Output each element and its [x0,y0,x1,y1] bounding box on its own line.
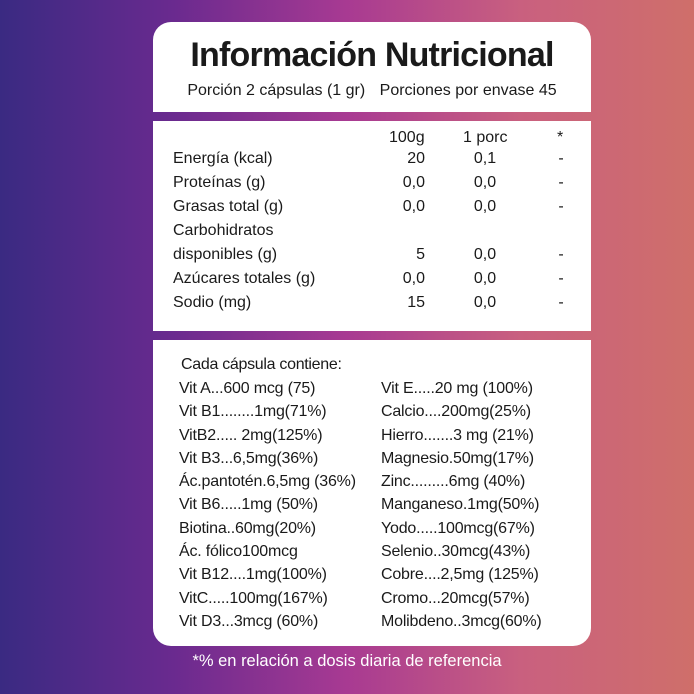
nutrient-name: Sodio (mg) [173,294,252,311]
list-item: Yodo.....100mcg(67%) [381,519,535,537]
nutrient-name: Proteínas (g) [173,174,266,191]
value-100g: 0,0 [402,198,425,215]
value-portion: 0,0 [473,246,497,263]
list-item: Vit B6.....1mg (50%) [179,496,318,514]
nutrient-name-line2: disponibles (g) [173,246,278,263]
table-row: Azúcares totales (g) 0,0 0,0 - [153,270,591,294]
serving-size: Porción 2 cápsulas (1 gr) [187,82,366,99]
nutrient-name-line1: Carbohidratos [173,222,274,239]
value-portion: 0,0 [473,270,497,287]
list-item: Vit D3...3mcg (60%) [179,612,319,630]
list-item: Vit E.....20 mg (100%) [381,380,533,397]
value-percent: - [558,270,564,287]
list-item: Cobre....2,5mg (125%) [381,566,539,584]
col-header-percent: * [557,129,564,146]
value-100g: 5 [416,246,425,263]
nutrient-name: Grasas total (g) [173,198,284,215]
value-percent: - [558,174,564,191]
capsule-contents-title: Cada cápsula contiene: [181,356,342,373]
nutrient-name: Energía (kcal) [173,150,273,167]
list-item: Calcio....200mg(25%) [381,403,531,421]
list-item: Vit B1........1mg(71%) [179,403,327,421]
list-item: Vit B12....1mg(100%) [179,566,327,584]
col-header-portion: 1 porc [463,129,508,146]
list-item: Ác. fólico100mcg [179,543,298,561]
value-100g: 0,0 [402,174,425,191]
capsule-contents-panel: Cada cápsula contiene: Vit A...600 mcg (… [153,340,591,646]
list-item: Molibdeno..3mcg(60%) [381,612,542,630]
value-percent: - [558,294,564,311]
vitamin-list-left: Vit A...600 mcg (75) Vit B1........1mg(7… [179,380,356,636]
table-row: Carbohidratos [153,222,591,246]
table-row: Grasas total (g) 0,0 0,0 - [153,198,591,222]
col-header-100g: 100g [389,129,425,146]
footnote: *% en relación a dosis diaria de referen… [192,652,502,670]
list-item: VitC.....100mg(167%) [179,589,328,607]
value-percent: - [558,150,564,167]
value-percent: - [558,246,564,263]
list-item: Vit A...600 mcg (75) [179,380,316,397]
list-item: Ác.pantotén.6,5mg (36%) [179,473,356,491]
nutrition-table: 100g 1 porc * Energía (kcal) 20 0,1 - Pr… [153,121,591,331]
value-portion: 0,1 [473,150,497,167]
list-item: Selenio..30mcg(43%) [381,543,531,561]
value-portion: 0,0 [473,174,497,191]
list-item: Vit B3...6,5mg(36%) [179,449,319,467]
value-100g: 15 [407,294,425,311]
table-row: Energía (kcal) 20 0,1 - [153,150,591,174]
list-item: Biotina..60mg(20%) [179,519,316,537]
table-row: disponibles (g) 5 0,0 - [153,246,591,270]
list-item: Zinc.........6mg (40%) [381,473,526,491]
list-item: Magnesio.50mg(17%) [381,449,534,467]
list-item: Hierro.......3 mg (21%) [381,426,534,444]
serving-info: Porción 2 cápsulas (1 gr) Porciones por … [153,82,591,100]
nutrient-name: Azúcares totales (g) [173,270,316,287]
value-100g: 0,0 [402,270,425,287]
list-item: Cromo...20mcg(57%) [381,589,530,607]
value-portion: 0,0 [473,294,497,311]
value-100g: 20 [407,150,425,167]
label-header-panel: Información Nutricional Porción 2 cápsul… [153,22,591,112]
mineral-list-right: Vit E.....20 mg (100%) Calcio....200mg(2… [381,380,542,636]
list-item: Manganeso.1mg(50%) [381,496,540,514]
list-item: VitB2..... 2mg(125%) [179,426,323,444]
value-percent: - [558,198,564,215]
table-row: Proteínas (g) 0,0 0,0 - [153,174,591,198]
value-portion: 0,0 [473,198,497,215]
servings-per-container: Porciones por envase 45 [379,82,557,99]
table-row: Sodio (mg) 15 0,0 - [153,294,591,318]
label-title: Información Nutricional [190,36,554,74]
